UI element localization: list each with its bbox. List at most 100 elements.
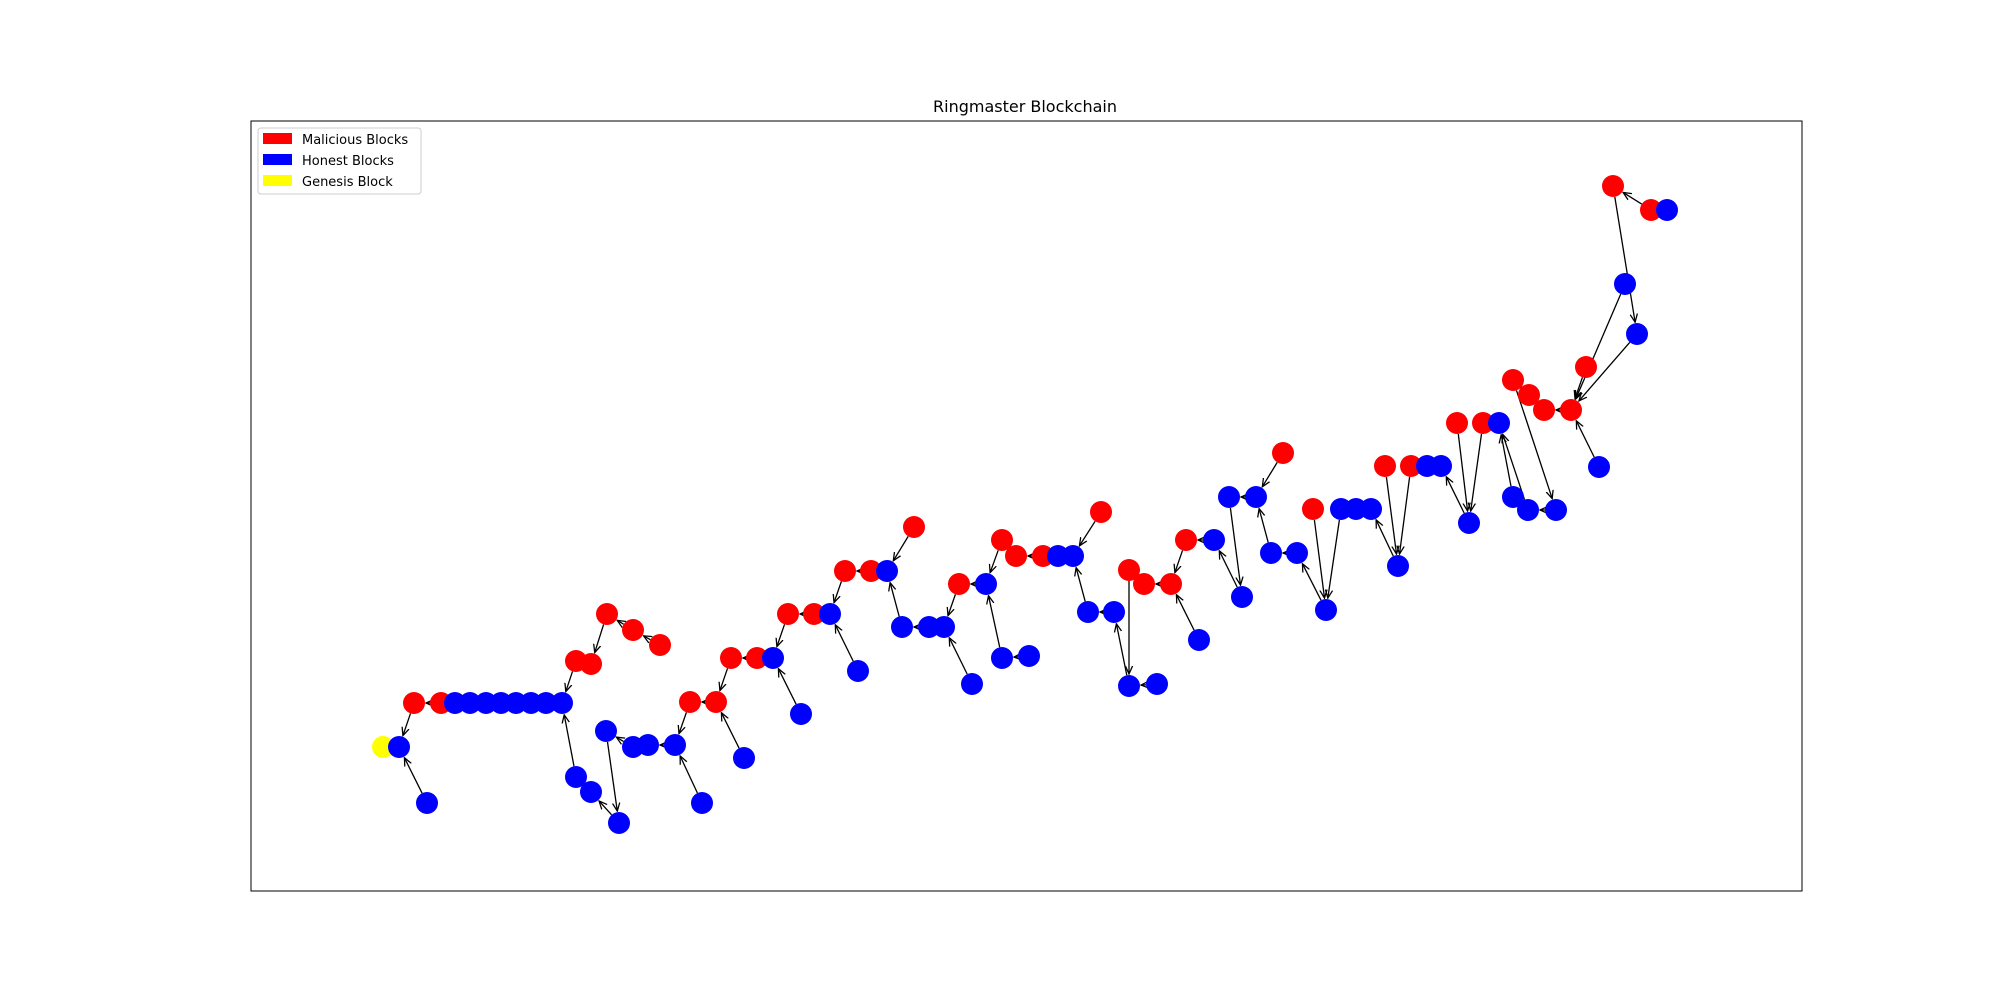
honest-block-node xyxy=(1387,555,1409,577)
malicious-block-node xyxy=(1602,175,1624,197)
block-edge xyxy=(1259,509,1269,543)
block-edge xyxy=(834,581,843,602)
block-edge xyxy=(1575,377,1584,398)
block-edge xyxy=(1614,196,1635,322)
legend-label-genesis: Genesis Block xyxy=(302,175,393,190)
block-edge xyxy=(404,758,423,794)
block-edge xyxy=(599,801,613,816)
honest-block-node xyxy=(535,692,557,714)
malicious-block-node xyxy=(1472,412,1494,434)
legend-swatch-malicious xyxy=(263,133,292,144)
malicious-block-node xyxy=(403,692,425,714)
malicious-block-node xyxy=(746,647,768,669)
malicious-block-node xyxy=(1575,356,1597,378)
legend-box xyxy=(257,127,422,195)
malicious-block-node xyxy=(1160,573,1182,595)
block-edge xyxy=(1446,477,1465,514)
honest-block-node xyxy=(1545,499,1567,521)
malicious-block-node xyxy=(622,619,644,641)
honest-block-node xyxy=(1360,498,1382,520)
chart-title: Ringmaster Blockchain xyxy=(933,97,1117,116)
honest-block-node xyxy=(637,734,659,756)
block-edge xyxy=(893,536,909,560)
block-edge xyxy=(1376,520,1394,557)
block-edge xyxy=(595,624,605,653)
block-edge xyxy=(1176,595,1195,631)
block-edge xyxy=(1302,564,1322,601)
honest-block-node xyxy=(551,692,573,714)
honest-block-node xyxy=(1146,673,1168,695)
honest-block-node xyxy=(1614,273,1636,295)
block-edge xyxy=(949,638,968,675)
block-edge xyxy=(720,668,729,690)
honest-block-node xyxy=(876,560,898,582)
block-edge xyxy=(1471,433,1483,511)
malicious-block-node xyxy=(1272,442,1294,464)
legend-label-honest: Honest Blocks xyxy=(302,154,394,169)
honest-block-node xyxy=(1077,601,1099,623)
malicious-block-node xyxy=(1175,529,1197,551)
honest-block-node xyxy=(595,720,617,742)
malicious-block-node xyxy=(1533,399,1555,421)
block-edge xyxy=(1623,192,1643,205)
block-edge xyxy=(1385,476,1396,554)
malicious-block-node xyxy=(1090,501,1112,523)
honest-block-node xyxy=(790,703,812,725)
block-edge xyxy=(606,741,618,811)
block-edge xyxy=(1515,390,1553,498)
legend: Malicious Blocks Honest Blocks Genesis B… xyxy=(257,127,422,195)
block-edge xyxy=(890,583,900,617)
legend-label-malicious: Malicious Blocks xyxy=(302,133,408,148)
legend-item-malicious: Malicious Blocks xyxy=(263,133,408,148)
honest-block-node xyxy=(975,573,997,595)
honest-block-node xyxy=(1218,486,1240,508)
malicious-block-node xyxy=(1400,455,1422,477)
block-edge xyxy=(566,671,574,691)
honest-block-node xyxy=(388,736,410,758)
malicious-block-node xyxy=(596,603,618,625)
block-edge xyxy=(1579,341,1631,401)
block-edge xyxy=(778,669,797,705)
block-edge xyxy=(616,737,623,741)
nodes-layer xyxy=(372,175,1678,834)
honest-block-node xyxy=(1260,542,1282,564)
honest-block-node xyxy=(416,792,438,814)
malicious-block-node xyxy=(1118,559,1140,581)
malicious-block-node xyxy=(991,529,1013,551)
malicious-block-node xyxy=(1640,199,1662,221)
honest-block-node xyxy=(733,747,755,769)
malicious-block-node xyxy=(1302,498,1324,520)
block-edge xyxy=(1076,568,1086,602)
block-edge xyxy=(1576,421,1595,458)
malicious-block-node xyxy=(803,603,825,625)
block-edge xyxy=(1576,293,1622,399)
malicious-block-node xyxy=(1133,573,1155,595)
honest-block-node xyxy=(1118,675,1140,697)
honest-block-node xyxy=(1203,529,1225,551)
legend-swatch-genesis xyxy=(263,175,292,186)
honest-block-node xyxy=(1502,486,1524,508)
honest-block-node xyxy=(1458,512,1480,534)
block-edge xyxy=(1328,519,1341,598)
honest-block-node xyxy=(691,792,713,814)
plot-frame xyxy=(250,120,1803,892)
legend-swatch-honest xyxy=(263,154,292,165)
honest-block-node xyxy=(891,616,913,638)
block-edge xyxy=(990,550,999,572)
legend-item-genesis: Genesis Block xyxy=(263,175,393,190)
honest-block-node xyxy=(1018,645,1040,667)
honest-block-node xyxy=(1315,599,1337,621)
honest-block-node xyxy=(1488,412,1510,434)
block-edge xyxy=(1219,551,1238,588)
honest-block-node xyxy=(664,734,686,756)
honest-block-node xyxy=(762,647,784,669)
honest-block-node xyxy=(1430,455,1452,477)
honest-block-node xyxy=(580,781,602,803)
malicious-block-node xyxy=(860,560,882,582)
block-edge xyxy=(680,756,698,794)
malicious-block-node xyxy=(1560,399,1582,421)
honest-block-node xyxy=(1188,629,1210,651)
block-edge xyxy=(403,713,412,735)
block-edge xyxy=(948,594,957,615)
